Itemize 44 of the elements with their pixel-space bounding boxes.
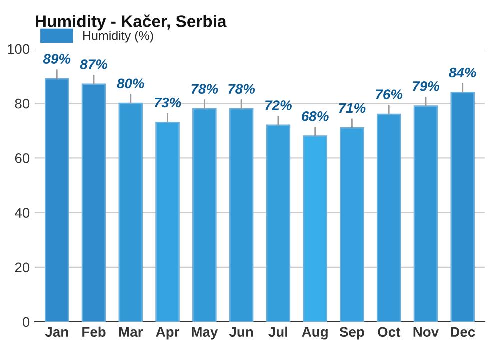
- x-tick-label: Jul: [268, 326, 288, 338]
- data-label: 84%: [449, 68, 476, 78]
- bar: [303, 136, 328, 322]
- data-label: 72%: [266, 100, 292, 110]
- bar: [192, 108, 217, 322]
- data-label: 78%: [228, 84, 256, 94]
- y-tick-label: 100: [8, 44, 30, 54]
- bar: [376, 114, 402, 322]
- legend-label: Humidity (%): [84, 31, 154, 43]
- x-tick-label: Jun: [229, 327, 254, 338]
- y-tick-label: 40: [15, 208, 30, 218]
- bar: [414, 106, 438, 322]
- x-tick-label: Sep: [340, 327, 364, 340]
- y-tick-label: 20: [15, 262, 30, 273]
- data-label: 79%: [413, 81, 440, 92]
- bar: [450, 92, 475, 322]
- bar: [266, 124, 291, 322]
- y-tick-label: 60: [15, 154, 30, 164]
- data-label: 78%: [192, 84, 218, 94]
- bar: [118, 102, 144, 322]
- bar: [82, 84, 106, 322]
- y-tick-label: 80: [15, 98, 30, 109]
- y-tick-label: 0: [22, 317, 30, 328]
- x-tick-label: Mar: [119, 327, 144, 338]
- bar: [340, 127, 364, 322]
- data-label: 71%: [339, 103, 366, 114]
- data-label: 80%: [117, 78, 144, 89]
- x-tick-label: Apr: [156, 327, 180, 340]
- x-tick-label: Jan: [45, 327, 68, 338]
- x-tick-label: Dec: [451, 327, 476, 338]
- x-tick-label: Feb: [82, 326, 106, 338]
- chart-title: Humidity - Kačer, Serbia: [36, 14, 227, 31]
- bar: [45, 78, 70, 322]
- bar: [229, 108, 254, 322]
- data-label: 68%: [302, 111, 329, 122]
- data-label: 76%: [376, 90, 403, 100]
- data-label: 73%: [154, 98, 182, 108]
- x-tick-label: Oct: [378, 327, 401, 338]
- x-tick-label: Nov: [414, 327, 440, 338]
- bar: [156, 122, 180, 322]
- data-label: 87%: [80, 60, 108, 70]
- x-tick-label: May: [192, 327, 218, 340]
- x-tick-label: Aug: [302, 327, 328, 340]
- data-label: 89%: [43, 54, 71, 64]
